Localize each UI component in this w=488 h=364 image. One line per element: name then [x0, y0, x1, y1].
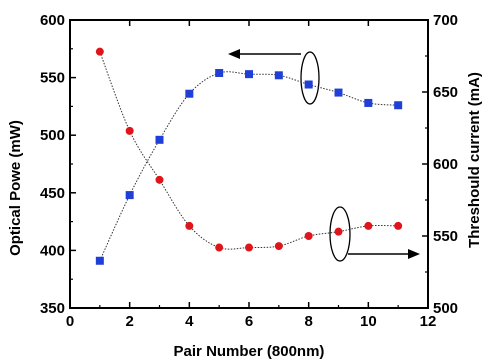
y-right-tick-label: 700	[433, 12, 458, 29]
y-right-tick-label: 500	[433, 300, 458, 317]
data-point-circle	[304, 232, 313, 240]
y-right-tick-label: 550	[433, 228, 458, 245]
data-point-square	[364, 98, 373, 107]
data-point-square	[125, 191, 134, 200]
data-point-circle	[274, 242, 283, 251]
x-tick-label: 8	[304, 313, 312, 330]
data-point-square	[155, 135, 164, 144]
x-axis-title: Pair Number (800nm)	[174, 343, 325, 360]
data-point-circle	[215, 243, 224, 252]
data-point-square	[274, 71, 283, 80]
data-point-square	[215, 68, 224, 77]
series-layer	[95, 47, 403, 265]
data-point-circle	[155, 175, 164, 184]
x-tick-label: 6	[245, 313, 253, 330]
data-point-circle	[394, 221, 403, 230]
data-point-circle	[364, 221, 373, 230]
data-point-square	[394, 101, 403, 110]
y-left-tick-label: 500	[40, 127, 65, 144]
left-axis-title: Optical Powe (mW)	[7, 120, 24, 256]
x-tick-label: 2	[125, 313, 133, 330]
data-point-circle	[245, 243, 253, 252]
data-point-circle	[185, 221, 194, 230]
series-annotations	[228, 49, 420, 262]
x-tick-label: 10	[360, 313, 377, 330]
data-point-circle	[125, 126, 134, 135]
right-series-arrowhead	[408, 249, 420, 259]
y-left-tick-label: 450	[40, 185, 65, 202]
data-point-square	[185, 89, 194, 98]
y-right-tick-label: 650	[433, 84, 458, 101]
left-series-ellipse	[300, 51, 320, 105]
x-tick-label: 4	[185, 313, 194, 330]
y-left-tick-label: 400	[40, 242, 65, 259]
x-tick-label: 12	[420, 313, 437, 330]
data-point-square	[245, 70, 253, 79]
data-point-square	[304, 80, 313, 89]
series-line-left	[99, 71, 399, 261]
y-left-tick-label: 600	[40, 12, 65, 29]
data-point-circle	[334, 227, 343, 236]
series-line-right	[99, 51, 399, 250]
plot-frame	[69, 19, 429, 309]
data-point-square	[95, 256, 104, 265]
tick-layer: 0 2 4 6 8 10 12 350 400 450 500 550 600 500 550 600 650 7…	[40, 12, 458, 330]
plot-border	[69, 19, 429, 309]
x-tick-label: 0	[66, 313, 74, 330]
data-point-square	[334, 88, 343, 97]
left-series-arrowhead	[228, 49, 240, 59]
y-right-tick-label: 600	[433, 156, 458, 173]
y-left-tick-label: 550	[40, 70, 65, 87]
y-left-tick-label: 350	[40, 300, 65, 317]
data-point-circle	[95, 47, 104, 56]
right-axis-title: Threshould current (mA)	[466, 72, 483, 248]
right-series-ellipse	[329, 206, 351, 262]
